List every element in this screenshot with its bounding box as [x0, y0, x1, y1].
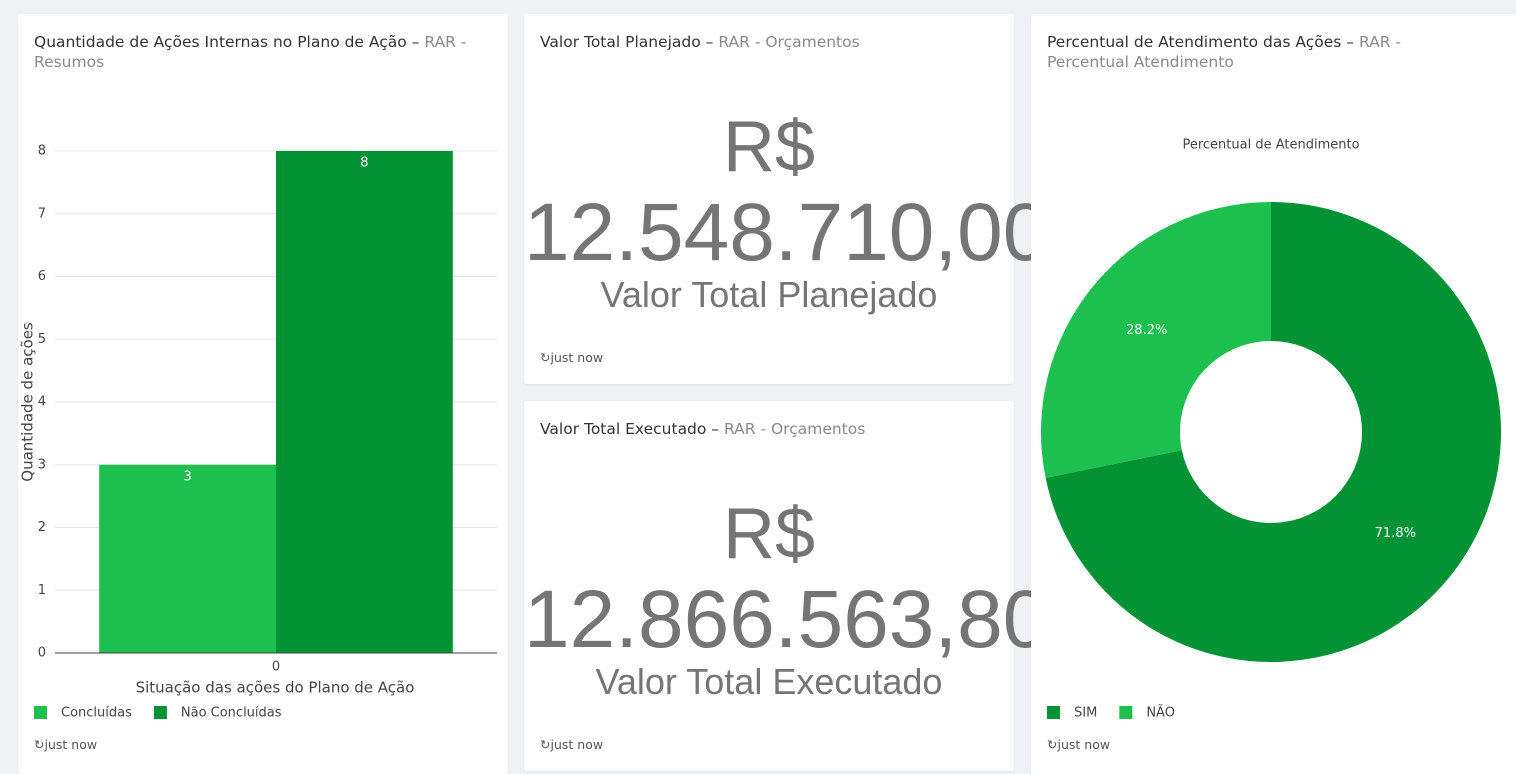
kpi-prefix: R$ — [722, 494, 816, 574]
bar — [276, 151, 453, 653]
panel-title: Valor Total Executado – RAR - Orçamentos — [540, 419, 865, 439]
title: Quantidade de Ações Internas no Plano de… — [34, 33, 420, 51]
y-tick-label: 0 — [38, 646, 46, 661]
panel-title: Valor Total Planejado – RAR - Orçamentos — [540, 32, 860, 52]
pie-slice — [1040, 202, 1271, 478]
y-tick-label: 5 — [38, 332, 46, 347]
kpi-label: Valor Total Planejado — [600, 274, 938, 315]
source: RAR - Orçamentos — [724, 420, 866, 438]
y-tick-label: 3 — [38, 457, 46, 472]
bar-value-label: 3 — [183, 469, 191, 484]
y-tick-label: 1 — [38, 583, 46, 598]
kpi-panel: Valor Total Planejado – RAR - Orçamentos… — [524, 14, 1049, 384]
updated: just now — [44, 737, 98, 752]
slice-label: 28.2% — [1126, 323, 1167, 338]
legend-swatch — [34, 706, 47, 719]
footer: ↻just now — [540, 737, 604, 752]
title: Valor Total Planejado – — [540, 33, 714, 51]
x-tick-label: 0 — [272, 660, 280, 675]
source: RAR - Percentual Atendimento — [1047, 33, 1401, 71]
title: Valor Total Executado – — [540, 420, 720, 438]
updated: just now — [1057, 737, 1111, 752]
legend-swatch — [1119, 706, 1133, 719]
slice-label: 71.8% — [1375, 526, 1416, 541]
bar-value-label: 8 — [360, 156, 368, 171]
kpi-value: 12.866.563,80 — [524, 574, 1049, 665]
kpi-value: 12.548.710,00 — [524, 187, 1049, 278]
source: RAR - Orçamentos — [718, 33, 860, 51]
updated: just now — [550, 737, 604, 752]
panel-title: Quantidade de Ações Internas no Plano de… — [34, 32, 474, 72]
pie-slice — [1045, 202, 1501, 662]
footer: ↻just now — [34, 737, 98, 752]
footer: ↻just now — [1047, 737, 1111, 752]
kpi-label: Valor Total Executado — [595, 661, 943, 702]
pie-title: Percentual de Atendimento — [1182, 138, 1359, 153]
kpi-prefix: R$ — [722, 107, 816, 187]
y-tick-label: 4 — [38, 395, 46, 410]
y-tick-label: 8 — [38, 144, 46, 159]
kpi-panel: Valor Total Executado – RAR - Orçamentos… — [524, 401, 1049, 771]
source: RAR - Resumos — [34, 33, 467, 71]
legend-swatch — [1047, 706, 1060, 719]
footer: ↻just now — [540, 350, 604, 365]
y-tick-label: 7 — [38, 206, 46, 221]
y-tick-label: 6 — [38, 269, 46, 284]
legend-label: Não Concluídas — [181, 706, 282, 721]
legend-label: NÃO — [1146, 705, 1175, 721]
y-axis-label: Quantidade de ações — [19, 322, 37, 482]
y-tick-label: 2 — [38, 520, 46, 535]
panel-title: Percentual de Atendimento das Ações – RA… — [1047, 32, 1447, 72]
legend-label: SIM — [1074, 706, 1097, 721]
bar — [99, 464, 276, 653]
title: Percentual de Atendimento das Ações – — [1047, 33, 1355, 51]
legend-label: Concluídas — [61, 706, 132, 721]
updated: just now — [550, 350, 604, 365]
legend-swatch — [153, 706, 167, 719]
x-axis-label: Situação das ações do Plano de Ação — [136, 679, 415, 697]
